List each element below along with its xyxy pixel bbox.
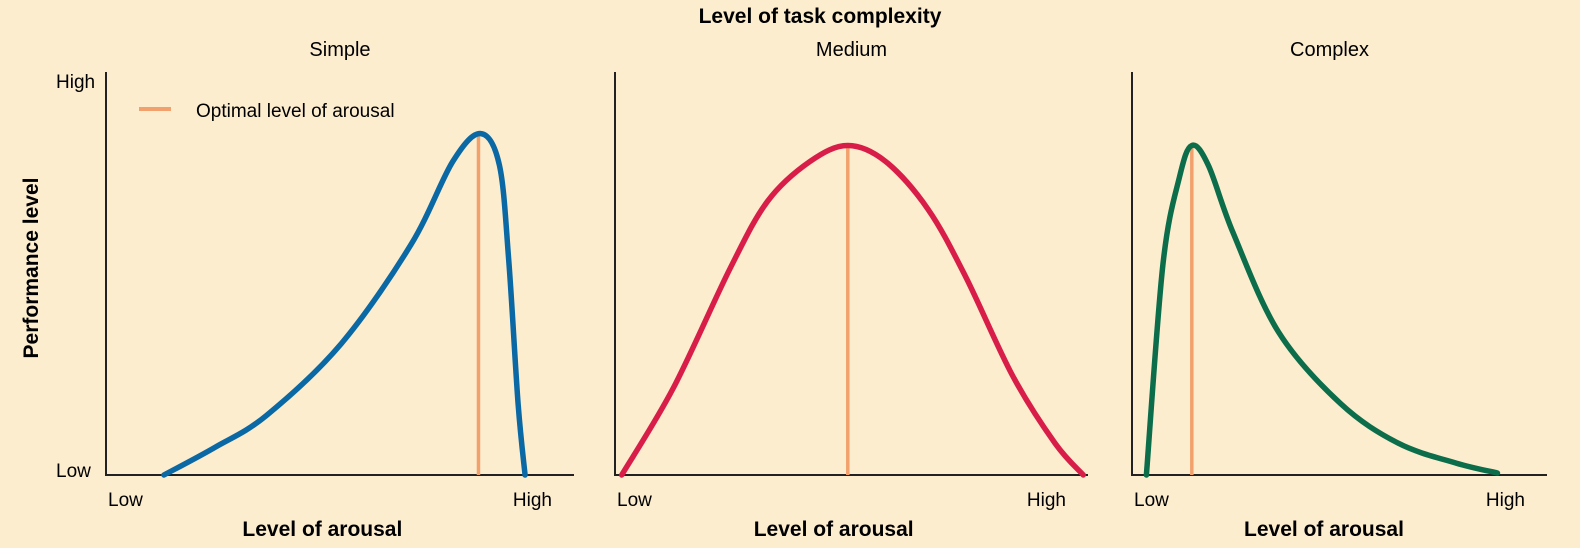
- legend-label: Optimal level of arousal: [196, 101, 395, 122]
- x-tick-label: Low: [108, 490, 143, 511]
- panel-title: Complex: [1290, 39, 1369, 61]
- y-tick-label: High: [56, 72, 95, 93]
- performance-curve: [618, 142, 1087, 478]
- panel-simple: Simple Low High Low High Level of arousal: [56, 39, 574, 541]
- panel-complex: Complex Low High Level of arousal: [1131, 39, 1547, 541]
- x-axis-label: Level of arousal: [754, 518, 914, 541]
- panel-title: Medium: [816, 39, 887, 61]
- x-axis-label: Level of arousal: [242, 518, 402, 541]
- chart-title: Level of task complexity: [699, 5, 942, 28]
- x-axis-label: Level of arousal: [1244, 518, 1404, 541]
- x-tick-label: High: [513, 490, 552, 511]
- x-tick-label: Low: [1134, 490, 1169, 511]
- x-tick-label: High: [1027, 490, 1066, 511]
- performance-curve: [161, 130, 528, 478]
- x-tick-label: High: [1486, 490, 1525, 511]
- panel-title: Simple: [309, 39, 370, 61]
- legend: Optimal level of arousal: [139, 101, 395, 122]
- y-axis-label: Performance level: [20, 178, 43, 359]
- y-tick-label: Low: [56, 461, 91, 482]
- panel-medium: Medium Low High Level of arousal: [614, 39, 1088, 541]
- performance-curve: [1143, 142, 1501, 478]
- x-tick-label: Low: [617, 490, 652, 511]
